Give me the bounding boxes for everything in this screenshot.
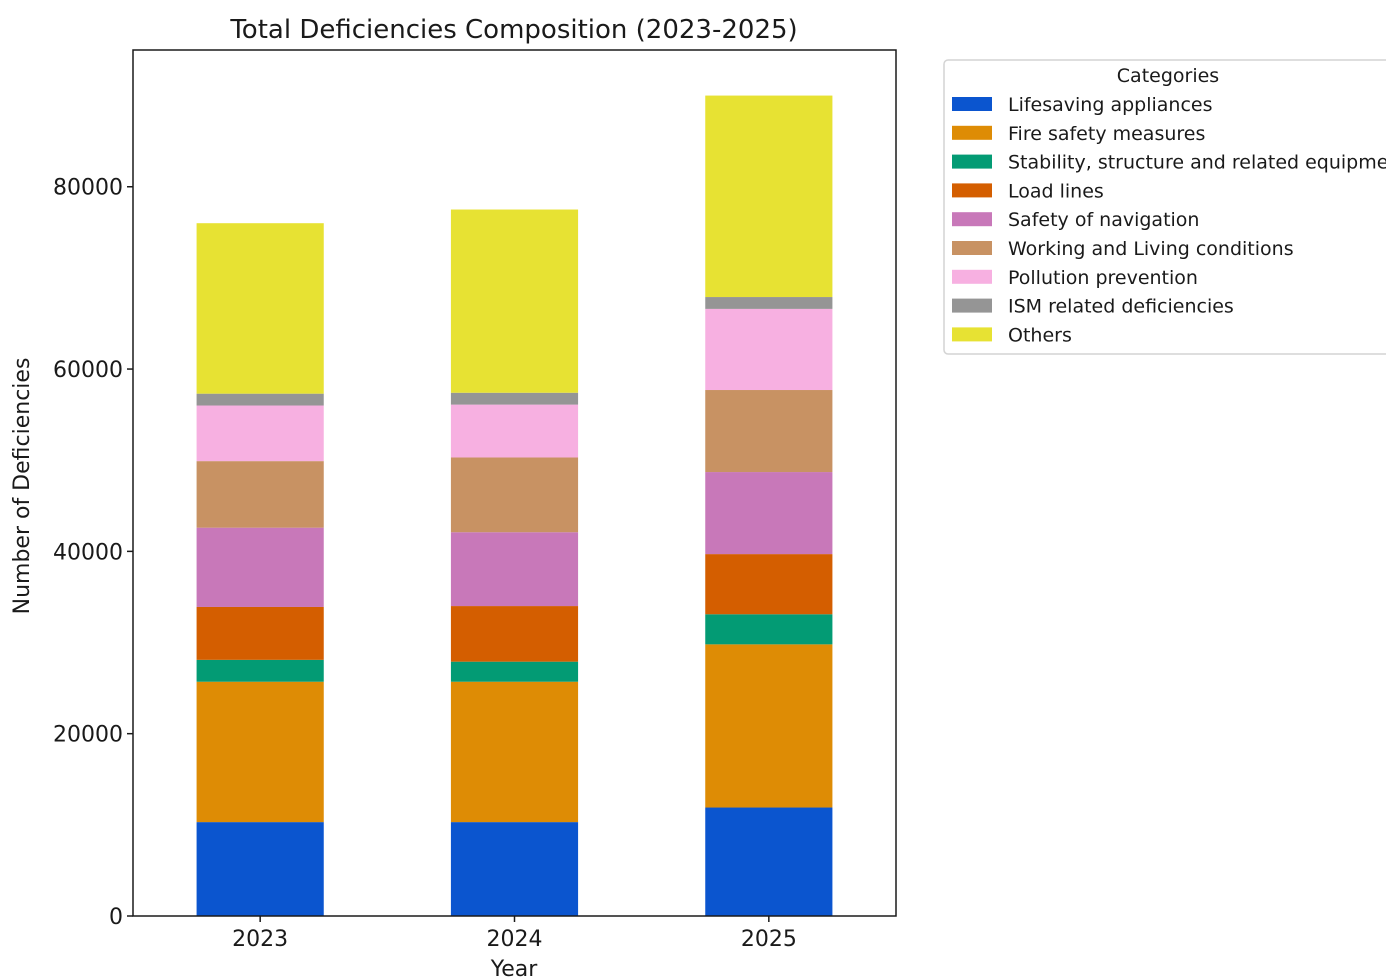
x-tick-label: 2025: [741, 927, 797, 952]
bar-segment-load-lines-2024: [450, 606, 579, 662]
y-tick-label: 80000: [53, 176, 123, 201]
legend-label-others: Others: [1008, 324, 1072, 346]
bar-segment-fire-safety-measures-2025: [705, 644, 833, 808]
bar-segment-lifesaving-appliances-2025: [705, 807, 833, 916]
bar-segment-working-and-living-conditions-2025: [705, 390, 833, 473]
legend-label-fire-safety-measures: Fire safety measures: [1008, 123, 1205, 145]
legend-label-stability-structure-and-related-equipment: Stability, structure and related equipme…: [1008, 152, 1386, 174]
legend-items: Lifesaving appliances Fire safety measure…: [952, 94, 1386, 346]
legend-label-safety-of-navigation: Safety of navigation: [1008, 209, 1199, 231]
x-tick-label: 2024: [487, 927, 543, 952]
bars-layer: [196, 95, 833, 916]
legend-swatch-pollution-prevention: [952, 269, 992, 284]
y-tick-label: 60000: [53, 358, 123, 383]
legend-swatch-others: [952, 327, 992, 342]
bar-segment-ism-related-deficiencies-2023: [196, 393, 324, 406]
bar-segment-stability-structure-and-related-equipment-2023: [196, 659, 324, 682]
bar-segment-others-2024: [450, 209, 579, 393]
bar-segment-safety-of-navigation-2025: [705, 472, 833, 555]
x-axis-label: Year: [490, 957, 539, 979]
bar-segment-ism-related-deficiencies-2025: [705, 297, 833, 309]
legend-swatch-ism-related-deficiencies: [952, 298, 992, 313]
bar-segment-safety-of-navigation-2023: [196, 527, 324, 607]
legend-label-ism-related-deficiencies: ISM related deficiencies: [1008, 296, 1234, 318]
y-axis-label: Number of Deficiencies: [10, 358, 35, 615]
bar-segment-stability-structure-and-related-equipment-2025: [705, 614, 833, 645]
bar-segment-fire-safety-measures-2024: [450, 681, 579, 823]
legend-swatch-working-and-living-conditions: [952, 241, 992, 255]
bar-segment-pollution-prevention-2024: [450, 404, 579, 458]
bar-segment-working-and-living-conditions-2023: [196, 461, 324, 528]
legend-label-working-and-living-conditions: Working and Living conditions: [1008, 238, 1294, 260]
legend-swatch-safety-of-navigation: [952, 212, 992, 227]
legend-label-load-lines: Load lines: [1008, 180, 1104, 202]
bar-segment-lifesaving-appliances-2023: [196, 822, 324, 916]
bar-segment-stability-structure-and-related-equipment-2024: [450, 661, 579, 682]
bar-segment-working-and-living-conditions-2024: [450, 457, 579, 533]
legend-frame: [943, 59, 1386, 355]
bar-segment-fire-safety-measures-2023: [196, 681, 324, 823]
bar-segment-safety-of-navigation-2024: [450, 532, 579, 607]
chart-title: Total Deficiencies Composition (2023-202…: [229, 15, 797, 45]
legend: Categories Lifesaving appliances Fire saf…: [943, 59, 1386, 355]
legend-title: Categories: [1117, 65, 1219, 87]
y-tick-label: 0: [109, 905, 123, 930]
legend-label-lifesaving-appliances: Lifesaving appliances: [1008, 94, 1213, 116]
bar-segment-pollution-prevention-2025: [705, 308, 833, 391]
y-tick-label: 40000: [53, 540, 123, 565]
x-tick-label: 2023: [232, 927, 288, 952]
bar-segment-pollution-prevention-2023: [196, 405, 324, 462]
y-tick-label: 20000: [53, 723, 123, 748]
legend-swatch-fire-safety-measures: [952, 125, 992, 140]
legend-swatch-stability-structure-and-related-equipment: [952, 154, 992, 169]
bar-segment-load-lines-2023: [196, 606, 324, 660]
y-axis-ticks: 0 20000 40000 60000 80000: [53, 176, 133, 930]
legend-label-pollution-prevention: Pollution prevention: [1008, 267, 1198, 289]
bar-segment-others-2025: [705, 95, 833, 298]
bar-segment-load-lines-2025: [705, 554, 833, 615]
legend-swatch-load-lines: [952, 183, 992, 198]
bar-segment-lifesaving-appliances-2024: [450, 822, 579, 916]
bar-segment-ism-related-deficiencies-2024: [450, 392, 579, 405]
bar-segment-others-2023: [196, 223, 324, 394]
legend-swatch-lifesaving-appliances: [952, 97, 992, 111]
x-axis-ticks: 2023 2024 2025: [232, 916, 797, 952]
